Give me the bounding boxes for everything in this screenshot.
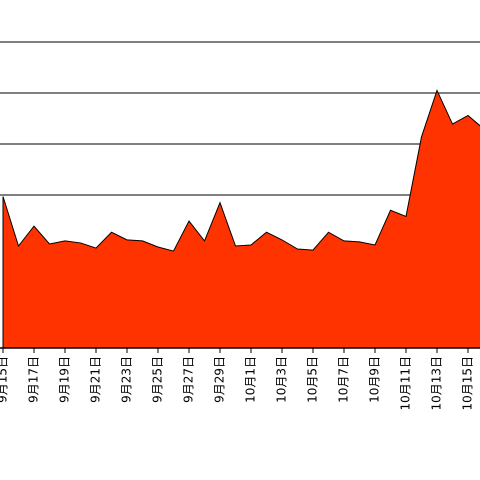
x-tick-label: 10月7日 [337,356,351,403]
x-tick-label: 9月17日 [27,356,41,403]
x-tick-label: 10月13日 [430,356,444,411]
x-tick-label: 9月19日 [58,356,72,403]
x-tick-label: 9月23日 [120,356,134,403]
x-tick-label: 10月11日 [399,356,413,411]
area [2,89,480,349]
x-tick-label: 9月15日 [0,356,10,403]
x-tick-label: 10月1日 [244,356,258,403]
x-tick-label: 9月21日 [89,356,103,403]
x-tick-label: 9月25日 [151,356,165,403]
x-tick-label: 10月15日 [461,356,475,411]
x-tick-label: 9月27日 [182,356,196,403]
x-tick-label: 10月5日 [306,356,320,403]
x-tick-label: 10月9日 [368,356,382,403]
x-tick-label: 9月29日 [213,356,227,403]
x-tick-label: 10月3日 [275,356,289,403]
